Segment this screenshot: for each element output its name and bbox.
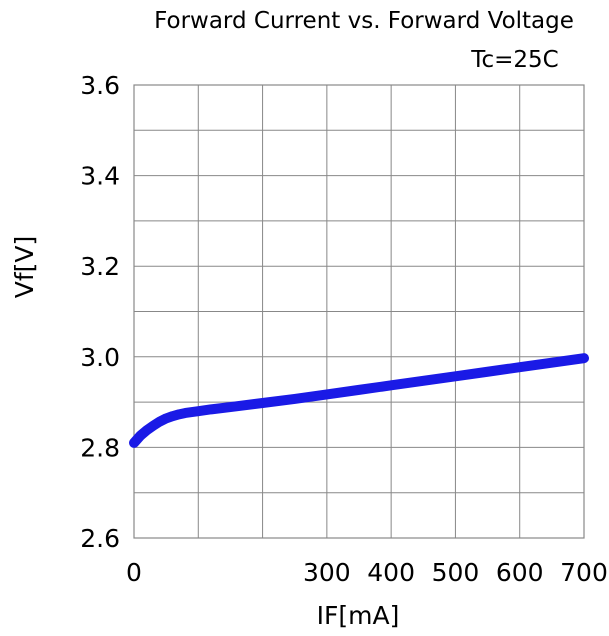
y-tick-label: 2.6	[80, 524, 120, 553]
y-axis-label: Vf[V]	[10, 236, 39, 299]
plot-frame	[133, 84, 585, 539]
y-tick-label: 2.8	[80, 433, 120, 462]
x-axis-ticks: 0 300 400 500 600 700	[126, 558, 608, 587]
x-tick-label: 400	[367, 558, 415, 587]
chart-title: Forward Current vs. Forward Voltage	[154, 8, 574, 34]
chart-subtitle: Tc=25C	[470, 47, 558, 73]
grid-lines	[133, 84, 585, 539]
x-tick-label: 500	[432, 558, 480, 587]
x-tick-label: 700	[560, 558, 608, 587]
y-tick-label: 3.0	[80, 343, 120, 372]
y-axis-ticks: 2.6 2.8 3.0 3.2 3.4 3.6	[80, 71, 120, 553]
x-axis-label: IF[mA]	[317, 601, 400, 630]
series-line	[129, 353, 589, 448]
y-tick-label: 3.4	[80, 162, 120, 191]
x-tick-label: 0	[126, 558, 142, 587]
x-tick-label: 600	[496, 558, 544, 587]
x-tick-label: 300	[303, 558, 351, 587]
y-tick-label: 3.2	[80, 252, 120, 281]
y-tick-label: 3.6	[80, 71, 120, 100]
